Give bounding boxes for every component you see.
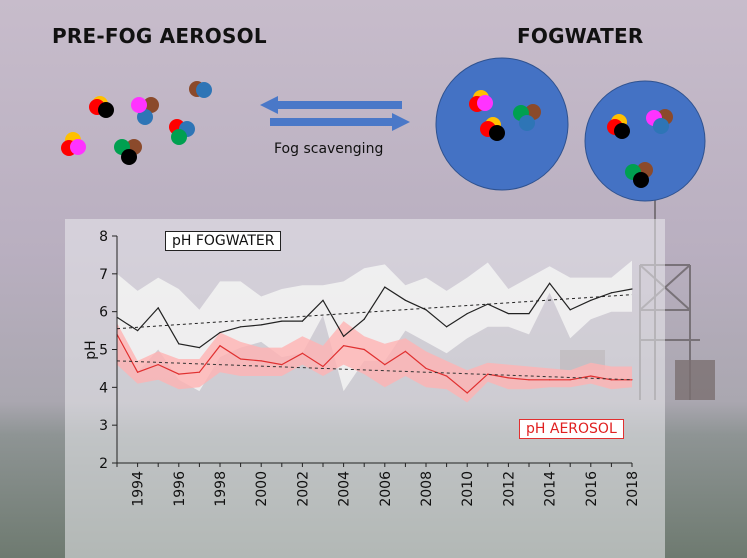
y-tick-label: 8	[99, 229, 108, 245]
fogwater-point	[466, 312, 468, 315]
fog-droplet-large	[435, 57, 569, 191]
aerosol-point	[466, 392, 468, 394]
aerosol-point	[363, 348, 365, 351]
aerosol-particle-cluster	[61, 132, 86, 156]
pre-fog-aerosol-title: PRE-FOG AEROSOL	[52, 24, 267, 48]
fogwater-point	[198, 347, 200, 349]
aerosol-point	[610, 379, 613, 381]
aerosol-point	[198, 371, 200, 373]
aerosol-point	[281, 364, 283, 366]
x-tick-label: 2012	[501, 471, 517, 507]
fogwater-range-band	[117, 260, 632, 392]
fogwater-point	[549, 282, 551, 284]
y-tick-label: 2	[99, 456, 108, 472]
fog-droplet-small	[584, 80, 706, 202]
aerosol-particle-cluster	[169, 119, 195, 145]
fogwater-point	[343, 335, 345, 337]
aerosol-point	[240, 358, 242, 360]
x-tick-label: 1996	[172, 471, 188, 507]
x-tick-label: 1998	[213, 471, 229, 507]
fogwater-point	[487, 303, 489, 305]
aerosol-point	[590, 375, 592, 377]
aerosol-particle-cluster	[189, 81, 212, 98]
fogwater-point	[507, 312, 509, 315]
aerosol-trend-line	[116, 360, 633, 381]
y-tick-label: 5	[99, 343, 108, 359]
fogwater-point	[260, 324, 262, 326]
fogwater-point	[301, 320, 303, 322]
fogwater-trend-line	[116, 294, 633, 330]
aerosol-point	[260, 360, 262, 362]
aerosol-point	[425, 367, 427, 370]
aerosol-point	[528, 379, 530, 381]
fogwater-point	[528, 312, 530, 315]
aerosol-point	[384, 364, 386, 366]
fogwater-point	[137, 329, 139, 332]
aerosol-median-line	[116, 334, 632, 394]
fogwater-point	[631, 288, 633, 290]
aerosol-point	[343, 345, 345, 347]
aerosol-point	[157, 364, 159, 366]
y-tick-label: 3	[99, 418, 108, 434]
aerosol-point	[219, 345, 221, 347]
arrow-left-icon	[260, 96, 402, 114]
fogwater-point	[446, 326, 448, 328]
fogwater-point	[219, 331, 221, 334]
aerosol-point	[549, 379, 551, 381]
y-tick-label: 6	[99, 305, 108, 321]
fogwater-point	[569, 309, 571, 311]
aerosol-particle-cluster	[89, 96, 114, 118]
aerosol-point	[178, 373, 180, 375]
fogwater-median-line	[116, 282, 633, 349]
aerosol-point	[631, 379, 633, 381]
x-tick-label: 2000	[254, 471, 270, 507]
x-tick-label: 2006	[378, 471, 394, 507]
fogwater-series-label: pH FOGWATER	[165, 231, 282, 251]
x-tick-label: 1994	[131, 471, 147, 507]
fogwater-point	[240, 326, 242, 328]
arrow-right-icon	[270, 113, 410, 131]
fogwater-point	[384, 286, 386, 288]
fogwater-point	[404, 299, 406, 301]
aerosol-particle-cluster	[114, 139, 142, 165]
fog-scavenging-arrows	[260, 96, 410, 131]
x-tick-label: 2010	[460, 471, 476, 507]
fogwater-point	[157, 307, 159, 309]
fogwater-point	[425, 309, 427, 311]
fogwater-title: FOGWATER	[517, 24, 644, 48]
x-tick-label: 2008	[419, 471, 435, 507]
aerosol-point	[487, 373, 489, 375]
fogwater-point	[610, 292, 613, 294]
aerosol-range-band	[117, 321, 632, 403]
fog-scavenging-label: Fog scavenging	[274, 141, 384, 157]
x-tick-label: 2004	[337, 471, 353, 507]
fogwater-point	[281, 320, 283, 322]
aerosol-point	[404, 350, 406, 352]
aerosol-point	[301, 352, 303, 354]
fogwater-point	[363, 318, 365, 320]
x-tick-label: 2016	[584, 471, 600, 507]
x-tick-label: 2002	[295, 471, 311, 507]
y-axis-label: pH	[83, 340, 99, 359]
x-tick-label: 2014	[543, 471, 559, 507]
aerosol-point	[507, 377, 509, 379]
aerosol-point	[446, 375, 448, 377]
hut-silhouette	[675, 360, 715, 400]
aerosol-particle-cluster	[131, 97, 159, 125]
x-tick-label: 2018	[625, 471, 641, 507]
fogwater-point	[322, 299, 324, 301]
aerosol-point	[322, 365, 324, 368]
aerosol-point	[569, 379, 571, 381]
y-tick-label: 7	[99, 267, 108, 283]
fogwater-point	[178, 343, 180, 345]
aerosol-series-label: pH AEROSOL	[519, 419, 624, 439]
y-tick-label: 4	[99, 380, 108, 396]
fogwater-point	[590, 299, 592, 301]
aerosol-point	[137, 371, 139, 373]
